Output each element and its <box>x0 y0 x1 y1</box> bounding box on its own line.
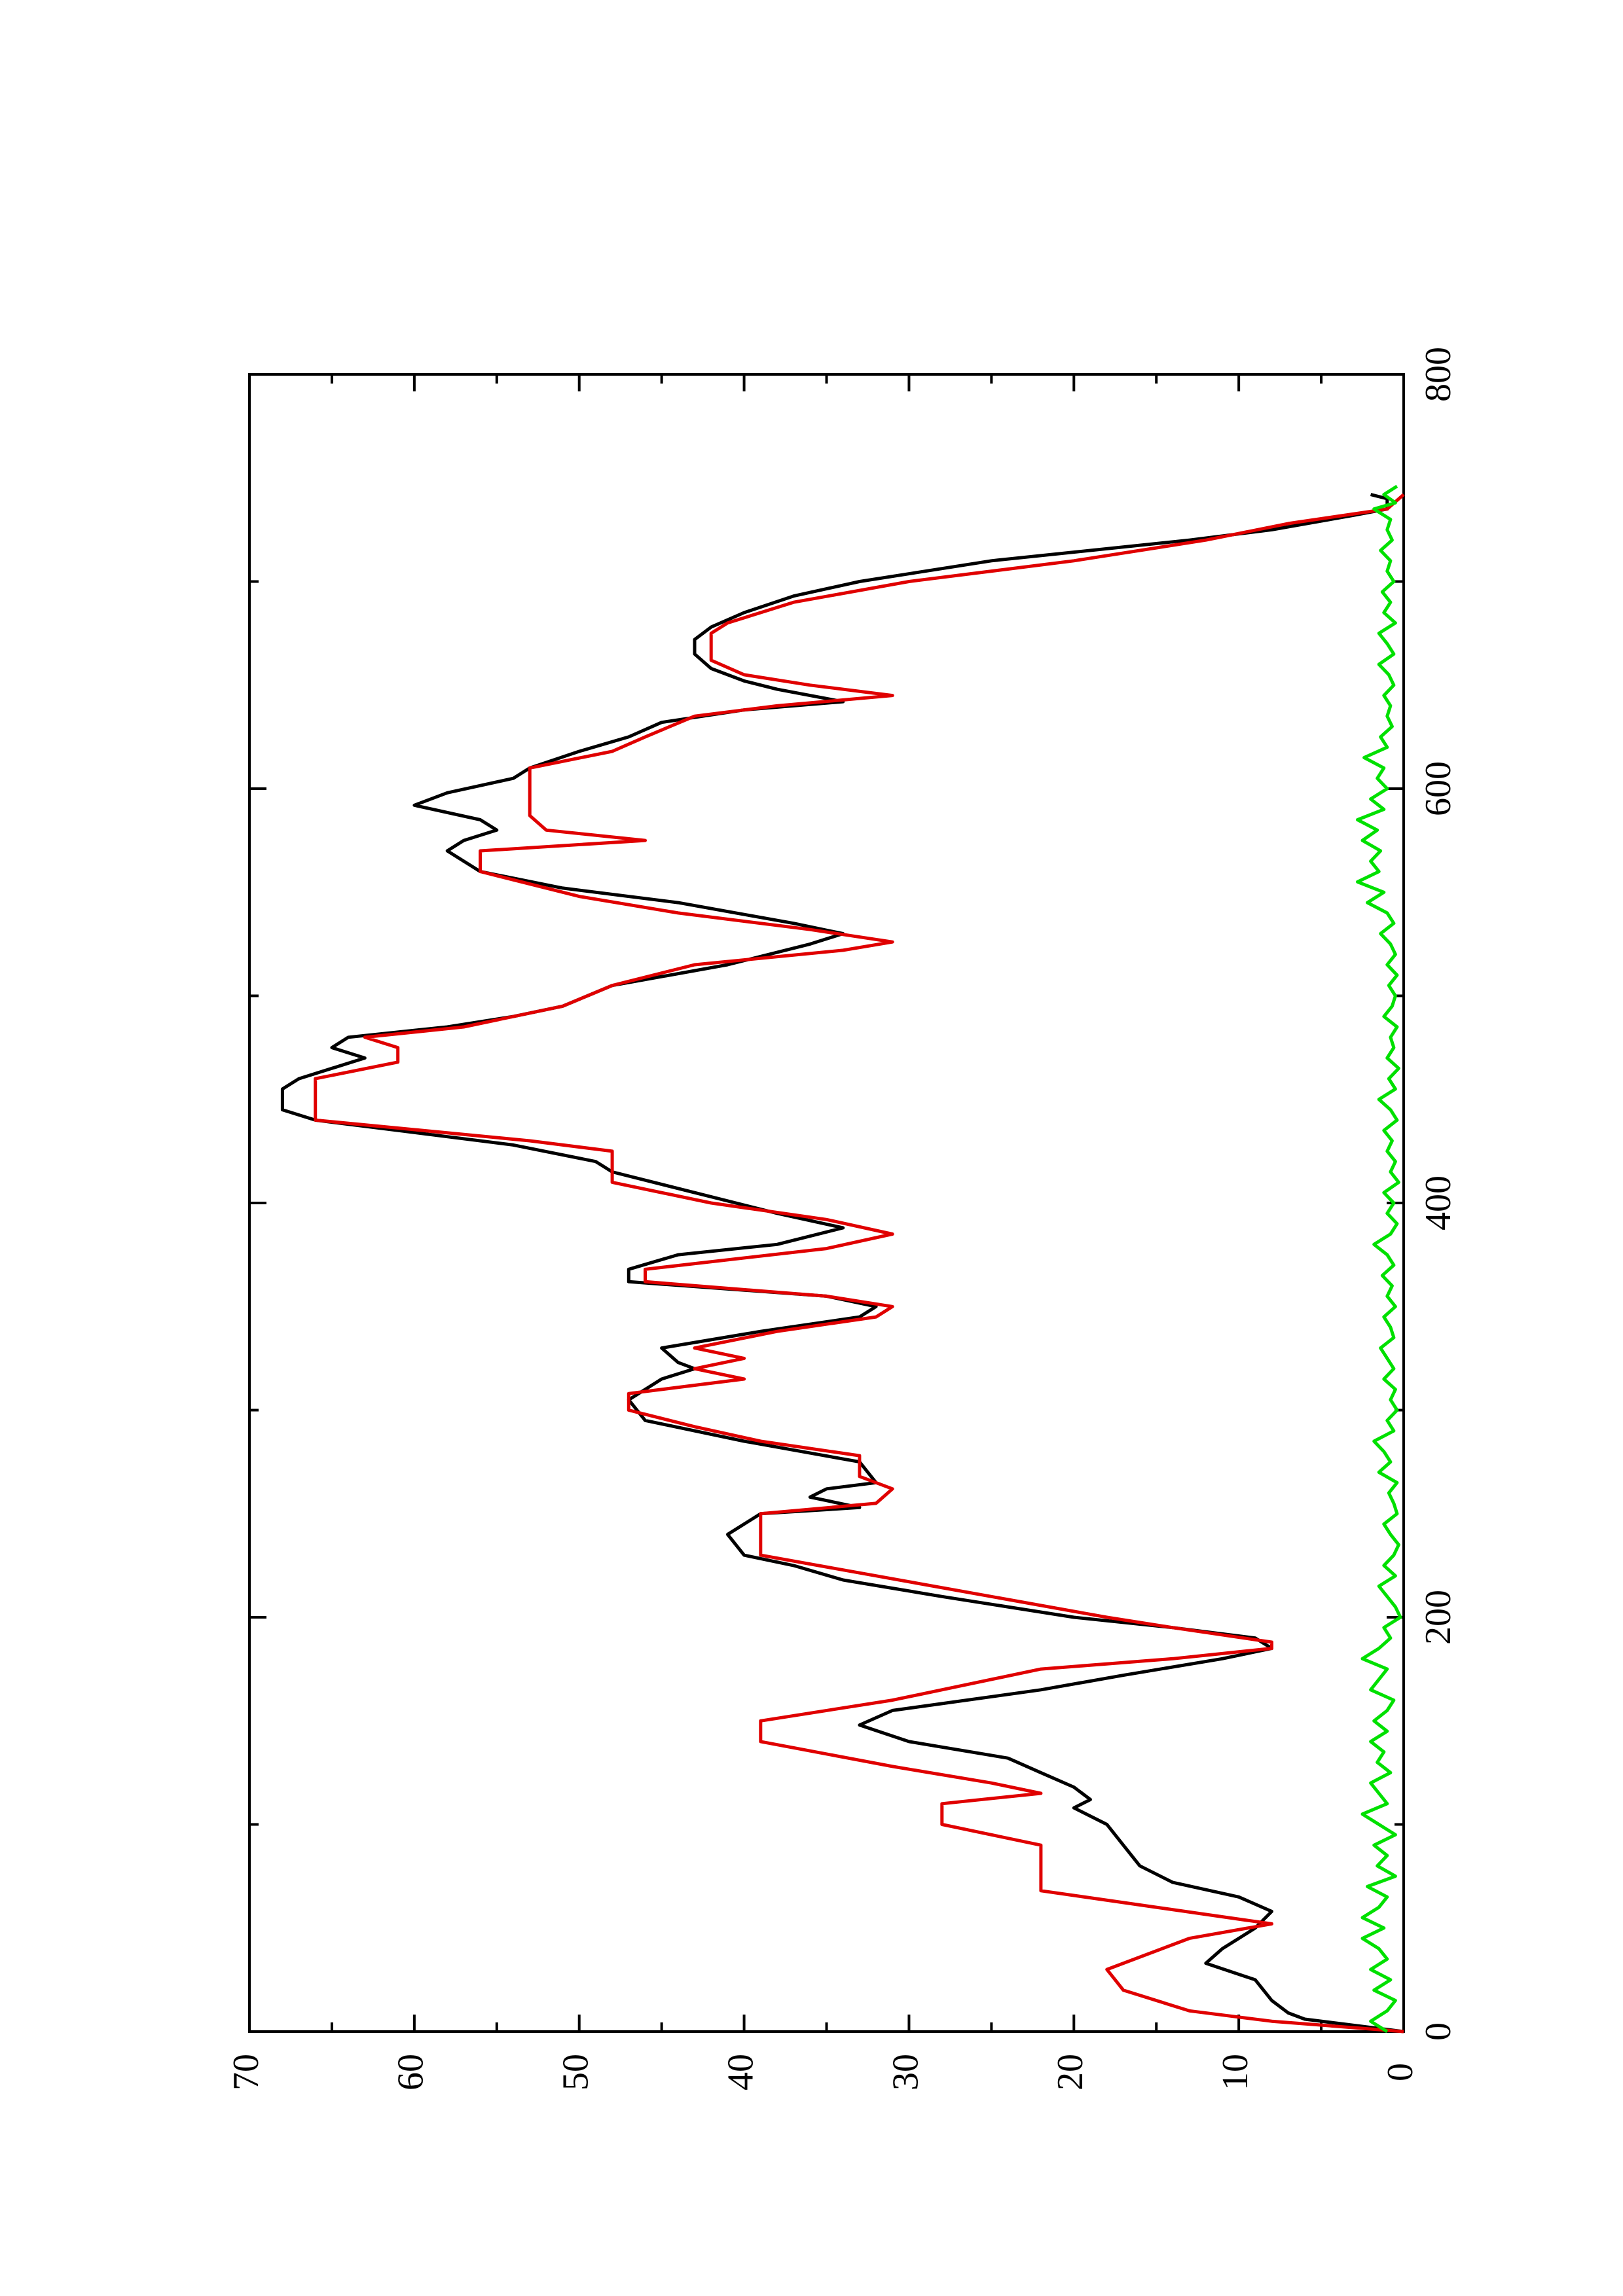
x-tick-label: 600 <box>1418 761 1459 816</box>
x-tick-label: 0 <box>1418 2022 1459 2041</box>
y-tick-label: 50 <box>556 2054 596 2090</box>
y-tick-label: 10 <box>1215 2054 1256 2090</box>
plot-area: 0 200 400 600 800 0 10 20 30 40 50 60 70 <box>226 347 1459 2090</box>
y-tick-label: 60 <box>391 2054 431 2090</box>
y-tick-label: 0 <box>1380 2063 1421 2081</box>
x-tick-label: 400 <box>1418 1175 1459 1230</box>
series-line-2 <box>314 493 1405 2034</box>
y-tick-label: 40 <box>720 2054 761 2090</box>
y-tick-label: 70 <box>226 2054 266 2090</box>
y-tick-label: 20 <box>1050 2054 1091 2090</box>
plot-frame <box>248 373 1405 2033</box>
x-tick-label: 800 <box>1418 347 1459 402</box>
series-line-1 <box>280 493 1404 2034</box>
x-tick-label: 200 <box>1418 1590 1459 1645</box>
series-line-3 <box>1356 484 1402 2034</box>
y-tick-label: 30 <box>885 2054 926 2090</box>
